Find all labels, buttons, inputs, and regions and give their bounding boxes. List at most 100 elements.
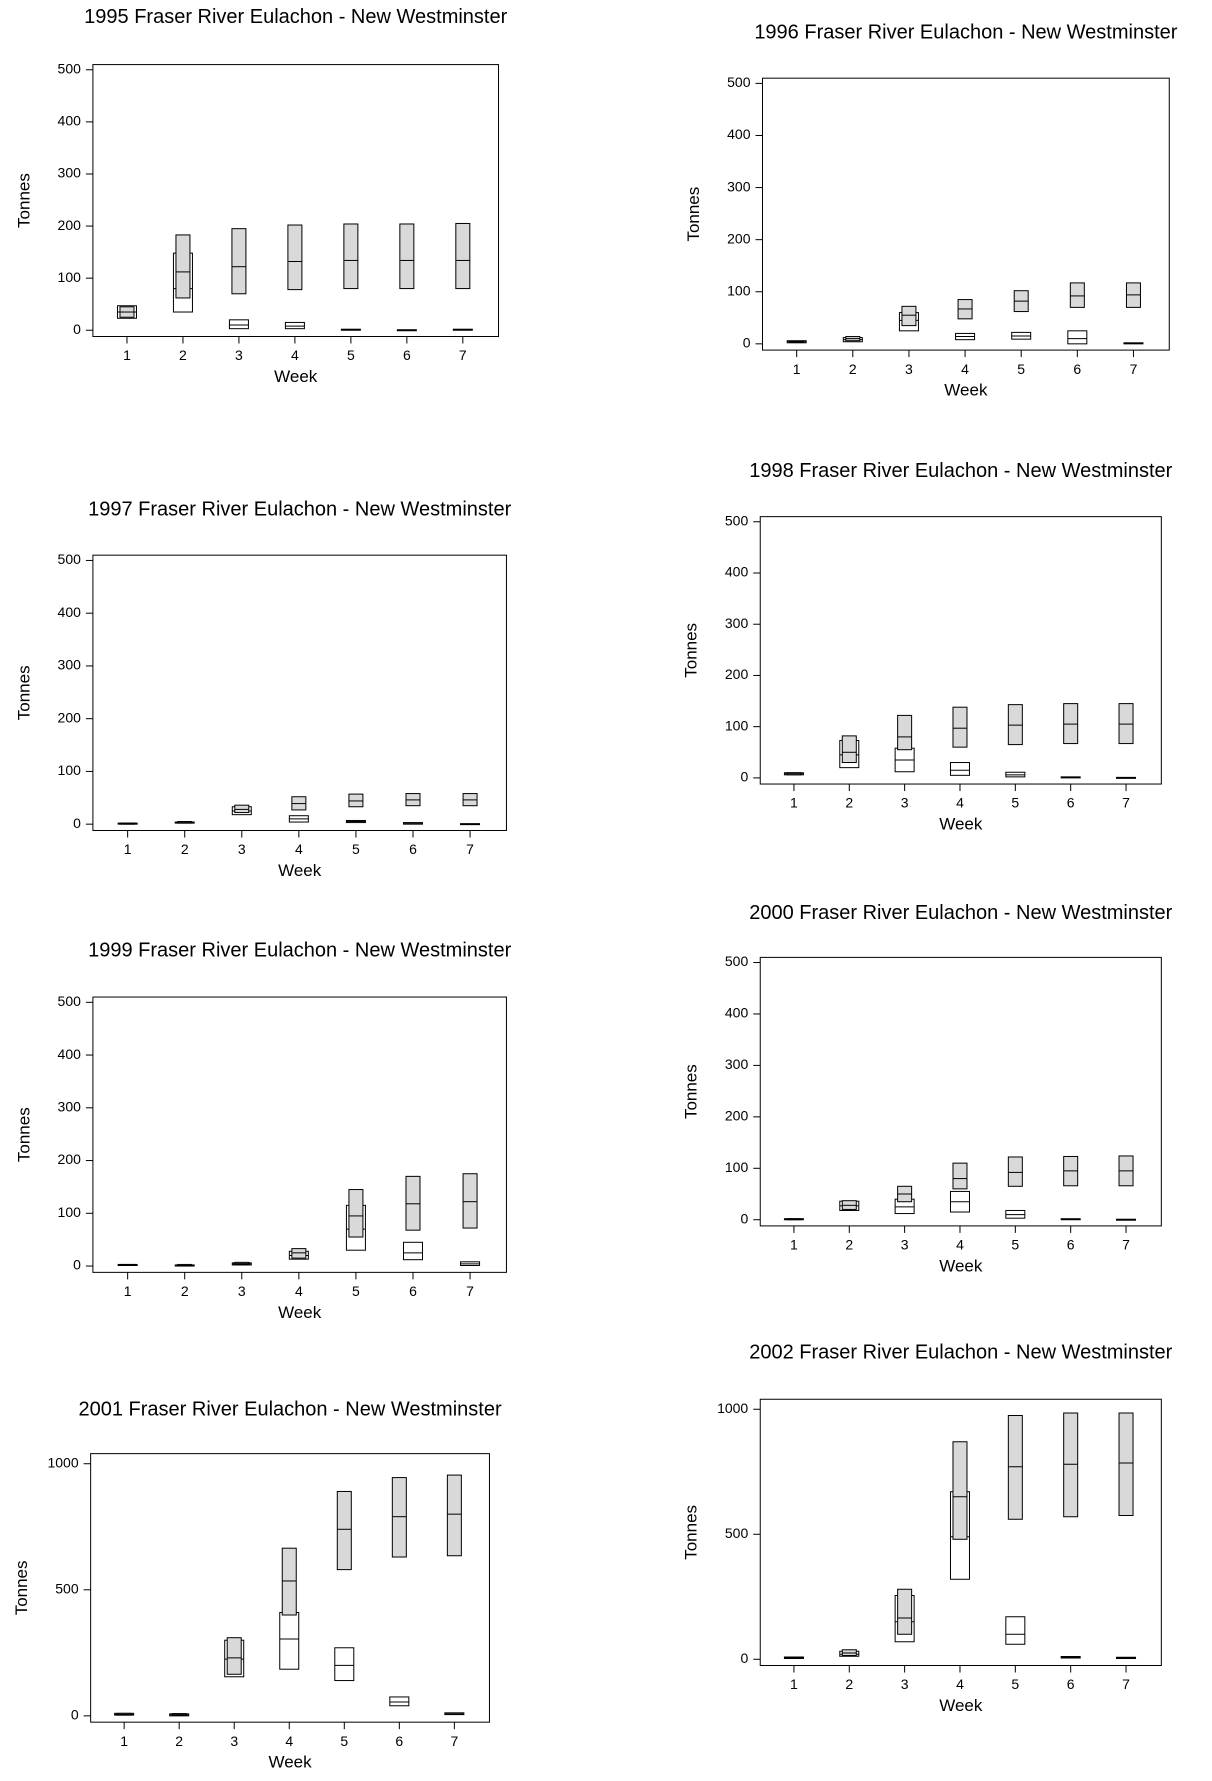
x-tick-label: 4 (961, 361, 969, 377)
y-tick-label: 400 (58, 604, 82, 620)
y-tick-label: 400 (727, 126, 751, 142)
box (291, 1248, 307, 1259)
box (287, 224, 303, 291)
x-axis-label: Week (939, 1256, 983, 1275)
box (1005, 1616, 1026, 1645)
x-tick-label: 5 (1011, 1237, 1019, 1253)
x-tick-label: 2 (845, 1676, 853, 1692)
y-tick-label: 1000 (47, 1454, 78, 1470)
x-tick-label: 1 (790, 795, 798, 811)
x-tick-label: 1 (120, 1733, 128, 1749)
y-axis-label: Tonnes (14, 665, 33, 720)
y-tick-label: 200 (58, 1151, 82, 1167)
y-tick-label: 200 (725, 666, 749, 682)
y-tick-label: 200 (58, 217, 82, 233)
y-tick-label: 0 (743, 335, 751, 351)
y-tick-label: 400 (58, 1046, 82, 1062)
box (1007, 1415, 1023, 1520)
box (348, 793, 364, 808)
y-tick-label: 300 (727, 178, 751, 194)
y-tick-label: 200 (58, 709, 82, 725)
x-tick-label: 4 (956, 1237, 964, 1253)
box (952, 706, 968, 748)
y-tick-label: 100 (58, 1204, 82, 1220)
x-tick-label: 6 (1067, 1676, 1075, 1692)
x-tick-label: 5 (352, 841, 360, 857)
x-tick-label: 6 (395, 1733, 403, 1749)
x-tick-label: 1 (790, 1237, 798, 1253)
y-tick-label: 400 (58, 113, 82, 129)
x-tick-label: 1 (124, 1283, 132, 1299)
y-tick-label: 500 (58, 60, 82, 76)
chart-title: 1998 Fraser River Eulachon - New Westmin… (749, 460, 1172, 482)
y-tick-label: 500 (58, 551, 82, 567)
box (462, 1173, 478, 1229)
x-tick-label: 1 (793, 361, 801, 377)
plot-frame (762, 77, 1170, 351)
chart-title: 2000 Fraser River Eulachon - New Westmin… (749, 902, 1172, 924)
box (1067, 330, 1088, 345)
y-tick-label: 0 (73, 815, 81, 831)
y-tick-label: 200 (727, 230, 751, 246)
x-tick-label: 3 (901, 1676, 909, 1692)
box (402, 1241, 423, 1261)
x-tick-label: 6 (409, 1283, 417, 1299)
x-tick-label: 1 (124, 841, 132, 857)
plot-frame (759, 1398, 1162, 1667)
x-tick-label: 7 (1130, 361, 1138, 377)
box (343, 223, 359, 290)
box (389, 1696, 410, 1707)
x-tick-label: 4 (295, 841, 303, 857)
x-tick-label: 3 (905, 361, 913, 377)
y-tick-label: 500 (727, 74, 751, 90)
y-tick-label: 500 (725, 1525, 749, 1541)
box (1118, 1412, 1134, 1517)
plot-frame (92, 554, 507, 831)
x-tick-label: 3 (901, 795, 909, 811)
box (279, 1611, 300, 1670)
y-tick-label: 300 (58, 657, 82, 673)
y-tick-label: 0 (73, 1257, 81, 1273)
x-axis-label: Week (268, 1753, 312, 1772)
box (334, 1647, 355, 1682)
box (231, 228, 247, 295)
box (336, 1490, 352, 1571)
x-tick-label: 2 (175, 1733, 183, 1749)
box (281, 1547, 297, 1616)
box (446, 1474, 462, 1557)
plot-frame (759, 956, 1162, 1227)
x-tick-label: 7 (450, 1733, 458, 1749)
x-tick-label: 2 (181, 841, 189, 857)
x-tick-label: 6 (409, 841, 417, 857)
box (1063, 703, 1079, 745)
x-tick-label: 7 (1122, 1237, 1130, 1253)
x-tick-label: 7 (1122, 795, 1130, 811)
x-tick-label: 5 (1017, 361, 1025, 377)
box (391, 1477, 407, 1558)
plot-frame (92, 996, 507, 1273)
chart-title: 1997 Fraser River Eulachon - New Westmin… (88, 499, 511, 521)
x-tick-label: 6 (1073, 361, 1081, 377)
y-tick-label: 300 (725, 615, 749, 631)
x-tick-label: 2 (179, 347, 187, 363)
x-axis-label: Week (274, 367, 318, 386)
y-tick-label: 0 (740, 1650, 748, 1666)
x-tick-label: 7 (1122, 1676, 1130, 1692)
x-tick-label: 2 (845, 1237, 853, 1253)
box (399, 223, 415, 290)
y-tick-label: 500 (58, 993, 82, 1009)
x-tick-label: 7 (459, 347, 467, 363)
box (284, 321, 305, 330)
box (1007, 704, 1023, 746)
box (901, 305, 917, 327)
plot-frame (759, 516, 1162, 785)
y-axis-label: Tonnes (14, 1107, 33, 1162)
x-tick-label: 2 (849, 361, 857, 377)
x-axis-label: Week (939, 1696, 983, 1715)
x-axis-label: Week (278, 861, 322, 880)
y-tick-label: 0 (740, 1210, 748, 1226)
x-tick-label: 2 (181, 1283, 189, 1299)
x-tick-label: 3 (238, 841, 246, 857)
x-axis-label: Week (939, 815, 983, 834)
y-axis-label: Tonnes (14, 173, 33, 228)
